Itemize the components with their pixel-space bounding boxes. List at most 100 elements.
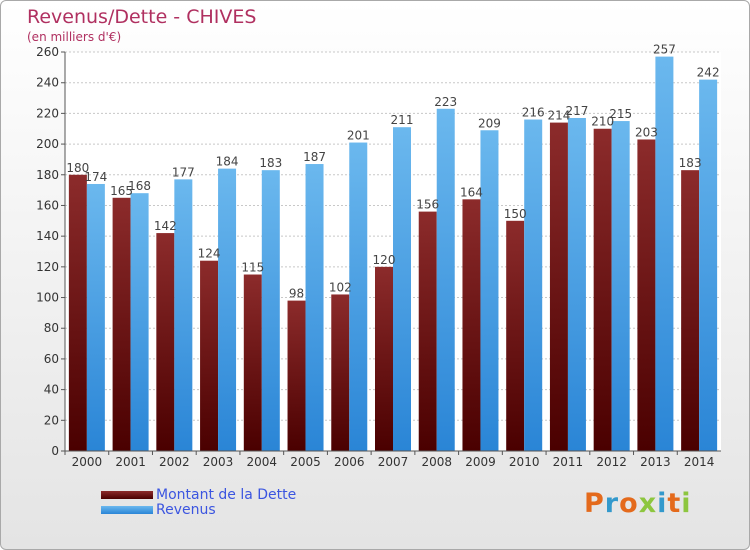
y-tick-label: 60 xyxy=(44,352,59,366)
y-tick-label: 20 xyxy=(44,413,59,427)
y-tick-label: 160 xyxy=(36,198,59,212)
legend-swatch-dette xyxy=(101,490,153,499)
x-tick-label: 2009 xyxy=(465,455,496,469)
bar-revenus xyxy=(699,79,718,451)
data-label-revenus: 242 xyxy=(697,66,720,80)
legend-item-dette: Montant de la Dette xyxy=(101,486,297,503)
bar-revenus xyxy=(436,108,455,452)
bar-dette xyxy=(243,274,262,451)
y-tick-label: 180 xyxy=(36,168,59,182)
logo-letter: P xyxy=(584,488,605,519)
bar-revenus xyxy=(655,56,674,451)
bar-revenus xyxy=(393,127,411,451)
bar-revenus xyxy=(218,168,237,451)
proxiti-logo: Proxiti xyxy=(584,488,692,519)
x-tick-label: 2014 xyxy=(684,455,715,469)
y-tick-label: 40 xyxy=(44,383,59,397)
x-tick-label: 2013 xyxy=(640,455,671,469)
y-tick-label: 260 xyxy=(36,45,59,59)
data-label-revenus: 211 xyxy=(391,113,414,127)
logo-letter: r xyxy=(604,488,620,519)
x-tick-label: 2003 xyxy=(203,455,234,469)
data-label-revenus: 201 xyxy=(347,129,370,143)
bar-revenus xyxy=(130,193,149,451)
legend-label-dette: Montant de la Dette xyxy=(156,486,297,503)
bar-dette xyxy=(331,294,350,451)
x-tick-label: 2005 xyxy=(290,455,321,469)
data-label-revenus: 257 xyxy=(653,43,676,57)
y-tick-label: 240 xyxy=(36,76,59,90)
x-tick-label: 2010 xyxy=(509,455,540,469)
logo-letter: i xyxy=(657,488,668,519)
data-label-dette: 156 xyxy=(416,198,439,212)
y-tick-label: 0 xyxy=(51,444,59,458)
data-label-dette: 115 xyxy=(241,261,264,275)
x-tick-label: 2001 xyxy=(115,455,146,469)
y-tick-label: 100 xyxy=(36,291,59,305)
bar-dette xyxy=(200,260,219,451)
legend-label-revenus: Revenus xyxy=(156,501,216,518)
bar-dette xyxy=(593,128,612,451)
bar-dette xyxy=(549,122,568,451)
data-label-revenus: 223 xyxy=(434,95,457,109)
y-tick-label: 120 xyxy=(36,260,59,274)
data-label-revenus: 217 xyxy=(565,104,588,118)
bar-dette xyxy=(637,139,656,451)
data-label-dette: 142 xyxy=(154,219,177,233)
bar-dette xyxy=(506,220,525,451)
data-label-revenus: 187 xyxy=(303,150,326,164)
y-tick-label: 140 xyxy=(36,229,59,243)
logo-letter: o xyxy=(619,488,639,519)
bar-revenus xyxy=(611,121,630,452)
data-label-dette: 210 xyxy=(591,115,614,129)
bar-dette xyxy=(375,266,393,451)
logo-letter: x xyxy=(638,488,658,519)
data-label-dette: 150 xyxy=(504,207,527,221)
data-label-dette: 180 xyxy=(66,161,89,175)
x-tick-label: 2012 xyxy=(596,455,627,469)
bar-revenus xyxy=(567,117,586,451)
x-tick-label: 2008 xyxy=(421,455,452,469)
y-tick-label: 220 xyxy=(36,106,59,120)
data-label-dette: 124 xyxy=(198,247,221,261)
bar-dette xyxy=(156,233,175,451)
data-label-revenus: 215 xyxy=(609,107,632,121)
chart-title: Revenus/Dette - CHIVES xyxy=(27,6,257,28)
logo-letter: i xyxy=(681,488,692,519)
bar-revenus xyxy=(261,170,280,451)
legend-swatch-revenus xyxy=(101,505,153,514)
data-label-dette: 98 xyxy=(289,287,304,301)
data-label-revenus: 216 xyxy=(522,106,545,120)
data-label-dette: 165 xyxy=(110,184,133,198)
data-label-dette: 183 xyxy=(679,156,702,170)
data-label-revenus: 177 xyxy=(172,165,195,179)
data-label-revenus: 174 xyxy=(84,170,107,184)
bar-revenus xyxy=(524,119,543,452)
data-label-revenus: 209 xyxy=(478,116,501,130)
bar-revenus xyxy=(86,183,105,451)
bar-revenus xyxy=(349,142,368,452)
bar-dette xyxy=(68,174,87,451)
data-label-revenus: 184 xyxy=(216,155,239,169)
x-tick-label: 2004 xyxy=(247,455,278,469)
bar-revenus xyxy=(305,164,324,451)
bar-revenus xyxy=(174,179,193,451)
data-label-dette: 164 xyxy=(460,185,483,199)
data-label-revenus: 183 xyxy=(259,156,282,170)
x-tick-label: 2000 xyxy=(72,455,103,469)
data-label-dette: 214 xyxy=(547,109,570,123)
bar-dette xyxy=(112,197,131,451)
bar-revenus xyxy=(480,130,499,451)
bar-dette xyxy=(681,170,700,451)
chart-subtitle: (en milliers d'€) xyxy=(27,30,122,44)
bar-dette xyxy=(418,211,437,451)
x-tick-label: 2007 xyxy=(378,455,409,469)
data-label-dette: 203 xyxy=(635,125,658,139)
data-label-revenus: 168 xyxy=(128,179,151,193)
bar-dette xyxy=(462,199,481,451)
legend-item-revenus: Revenus xyxy=(101,501,296,518)
data-label-dette: 120 xyxy=(373,253,396,267)
logo-letter: t xyxy=(667,488,682,519)
